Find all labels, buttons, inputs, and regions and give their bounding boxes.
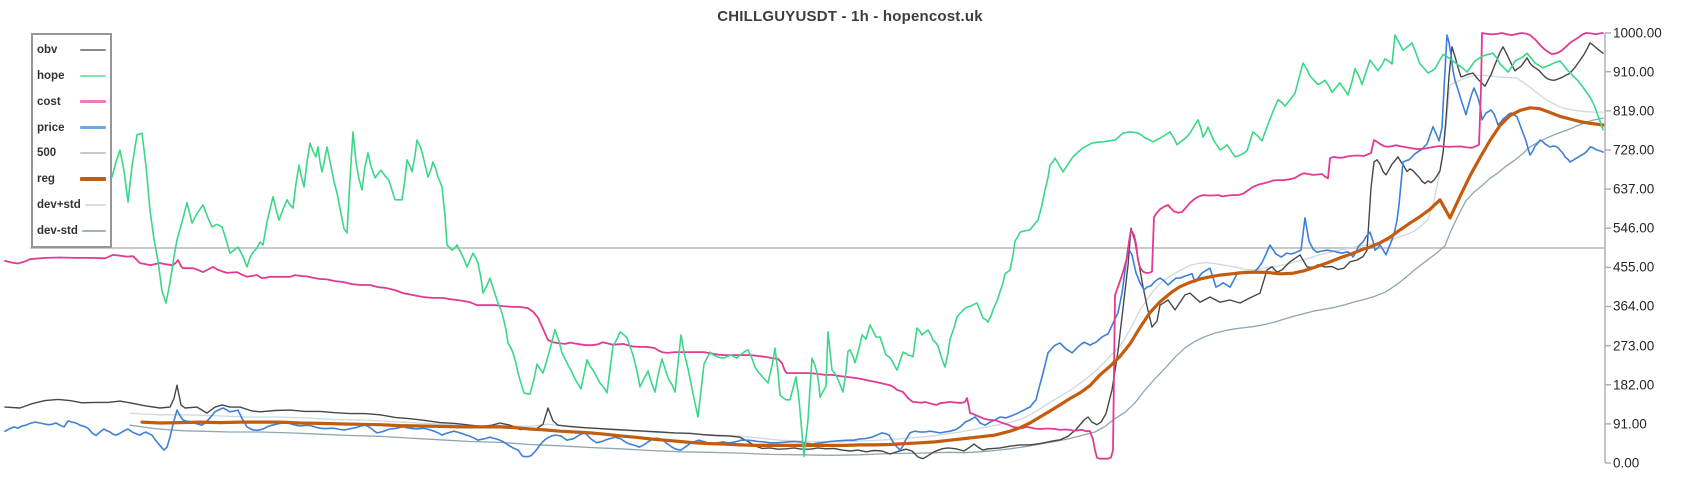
legend-swatch-price — [80, 126, 106, 130]
legend-box: obv hope cost price 500 reg dev+std dev-std — [31, 33, 112, 248]
legend-item-label: obv — [37, 43, 58, 56]
series-line-dev-std — [129, 117, 1604, 456]
legend-swatch-hope — [80, 74, 106, 77]
legend-item-price[interactable]: price — [37, 117, 106, 139]
legend-item-label: hope — [37, 69, 65, 82]
legend-swatch-500 — [80, 152, 106, 155]
legend-swatch-obv — [80, 48, 106, 51]
legend-item-label: cost — [37, 95, 61, 108]
legend-item-reg[interactable]: reg — [37, 168, 106, 190]
series-line-hope — [111, 34, 1604, 458]
legend-swatch-dev-std — [81, 230, 106, 233]
legend-swatch-cost — [80, 100, 106, 104]
chart-title: CHILLGUYUSDT - 1h - hopencost.uk — [717, 8, 983, 25]
legend-item-dev-std[interactable]: dev+std — [37, 194, 106, 216]
series-line-dev-std — [129, 74, 1604, 443]
legend-item-label: 500 — [37, 147, 57, 160]
legend-item-dev-std[interactable]: dev-std — [37, 220, 106, 242]
legend-item-hope[interactable]: hope — [37, 65, 106, 87]
series-line-price — [4, 34, 1604, 458]
legend-item-label: dev-std — [37, 225, 78, 238]
legend-swatch-dev-std — [84, 204, 106, 207]
legend-item-label: reg — [37, 173, 55, 186]
legend-item-cost[interactable]: cost — [37, 91, 106, 113]
series-line-obv — [4, 42, 1604, 460]
legend-item-500[interactable]: 500 — [37, 142, 106, 164]
legend-item-label: price — [37, 121, 65, 134]
legend-swatch-reg — [80, 177, 106, 182]
series-line-reg — [140, 106, 1605, 447]
series-line-cost — [4, 32, 1604, 460]
legend-item-label: dev+std — [37, 199, 81, 212]
legend-item-obv[interactable]: obv — [37, 39, 106, 61]
